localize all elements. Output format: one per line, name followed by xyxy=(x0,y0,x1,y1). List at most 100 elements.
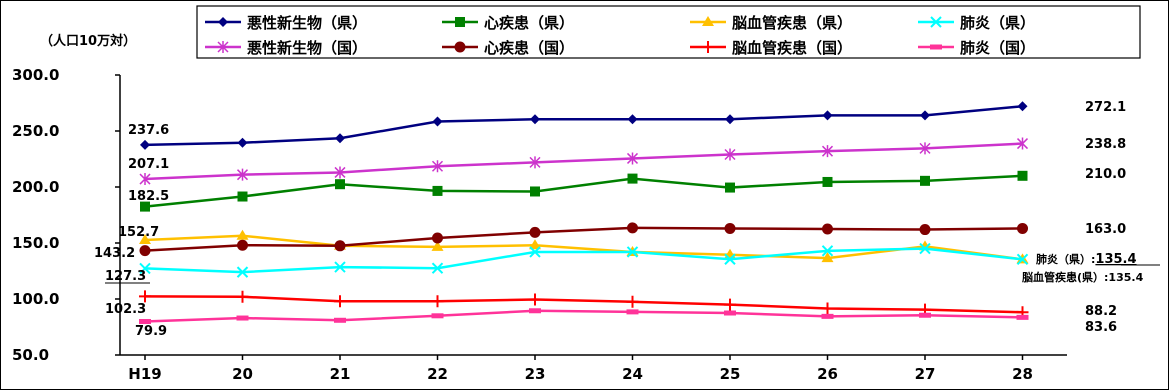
series-line xyxy=(144,105,1023,147)
start-value-label: 143.2 xyxy=(94,246,135,261)
legend-label: 心疾患（県） xyxy=(484,14,574,32)
start-value-label: 207.1 xyxy=(128,157,169,172)
series-line xyxy=(144,309,1023,323)
data-point xyxy=(236,290,249,303)
legend-label: 悪性新生物（国） xyxy=(247,39,367,57)
data-point xyxy=(139,262,151,275)
data-point xyxy=(334,295,346,308)
x-tick-label: 24 xyxy=(622,365,643,383)
data-point xyxy=(626,246,639,258)
data-point xyxy=(140,201,150,212)
x-tick-label: 27 xyxy=(915,365,936,383)
data-point xyxy=(821,245,834,257)
end-value-label: 83.6 xyxy=(1085,320,1117,335)
data-point xyxy=(236,229,249,240)
legend-label: 心疾患（国） xyxy=(484,39,574,57)
data-point xyxy=(237,239,248,251)
data-point xyxy=(335,133,345,144)
series-line xyxy=(144,226,1023,252)
data-point xyxy=(529,293,541,306)
data-point xyxy=(237,137,248,148)
x-tick-label: 23 xyxy=(525,365,546,383)
x-tick-label: 25 xyxy=(720,365,741,383)
data-point xyxy=(236,315,249,321)
data-point xyxy=(919,224,931,236)
data-point xyxy=(724,310,736,316)
data-point xyxy=(724,222,736,234)
x-tick-label: H19 xyxy=(128,365,161,383)
series-line xyxy=(144,142,1023,181)
start-value-label: 127.3 xyxy=(105,269,146,284)
data-point xyxy=(334,317,346,323)
end-annotation-value: 135.4 xyxy=(1095,252,1136,267)
data-point xyxy=(821,252,834,263)
data-point xyxy=(1017,222,1028,234)
data-point xyxy=(217,41,229,53)
data-point xyxy=(822,110,833,121)
end-annotation-pneumonia: 肺炎（県）:135.4 xyxy=(1036,252,1137,267)
data-point xyxy=(627,222,638,234)
data-point xyxy=(821,302,834,315)
data-point xyxy=(236,168,249,181)
series-line xyxy=(144,174,1023,208)
data-point xyxy=(432,232,443,244)
data-point xyxy=(930,44,942,50)
data-point xyxy=(237,191,248,202)
start-value-label: 152.7 xyxy=(118,225,159,240)
data-point xyxy=(822,176,833,187)
data-point xyxy=(724,298,736,311)
end-annotation-prefix: 肺炎（県）: xyxy=(1036,252,1095,266)
data-point xyxy=(139,245,151,257)
y-tick-label: 150.0 xyxy=(12,234,59,252)
data-point xyxy=(139,173,151,186)
data-point xyxy=(431,295,444,308)
data-point xyxy=(529,156,541,169)
end-value-label: 163.0 xyxy=(1085,222,1126,237)
data-point xyxy=(431,240,444,251)
legend-box xyxy=(196,5,1141,59)
data-point xyxy=(919,312,931,318)
data-point xyxy=(334,240,346,252)
data-point xyxy=(529,308,541,314)
data-point xyxy=(529,226,541,238)
data-point xyxy=(1017,170,1028,181)
start-value-label: 237.6 xyxy=(128,123,169,138)
data-point xyxy=(821,313,834,319)
data-point xyxy=(1016,253,1029,266)
data-point xyxy=(702,16,714,26)
x-tick-label: 20 xyxy=(232,365,253,383)
y-tick-label: 300.0 xyxy=(12,66,59,84)
data-point xyxy=(626,295,639,308)
y-tick-label: 250.0 xyxy=(12,122,59,140)
series-line xyxy=(144,234,1023,261)
data-point xyxy=(139,233,151,244)
legend-label: 脳血管疾患（国） xyxy=(732,39,852,57)
legend-label: 肺炎（県） xyxy=(960,14,1035,32)
data-point xyxy=(431,160,444,173)
legend-label: 肺炎（国） xyxy=(960,39,1035,57)
data-point xyxy=(529,246,541,258)
data-point xyxy=(627,114,638,125)
data-point xyxy=(218,17,228,27)
data-point xyxy=(822,223,833,235)
end-value-label: 238.8 xyxy=(1085,137,1126,152)
data-point xyxy=(455,17,465,27)
data-point xyxy=(139,319,151,325)
series-line xyxy=(144,295,1023,314)
data-point xyxy=(140,139,150,150)
x-tick-label: 26 xyxy=(817,365,838,383)
data-point xyxy=(702,41,714,53)
data-point xyxy=(919,142,931,155)
data-point xyxy=(724,253,736,265)
series-line xyxy=(144,247,1023,274)
start-value-label: 182.5 xyxy=(128,189,169,204)
data-point xyxy=(529,239,541,250)
end-annotation-cerebro: 脳血管疾患(県）:135.4 xyxy=(1022,270,1144,284)
data-point xyxy=(432,116,443,127)
y-tick-label: 100.0 xyxy=(12,290,59,308)
data-point xyxy=(432,185,443,196)
data-point xyxy=(334,261,346,273)
x-tick-label: 21 xyxy=(330,365,351,383)
